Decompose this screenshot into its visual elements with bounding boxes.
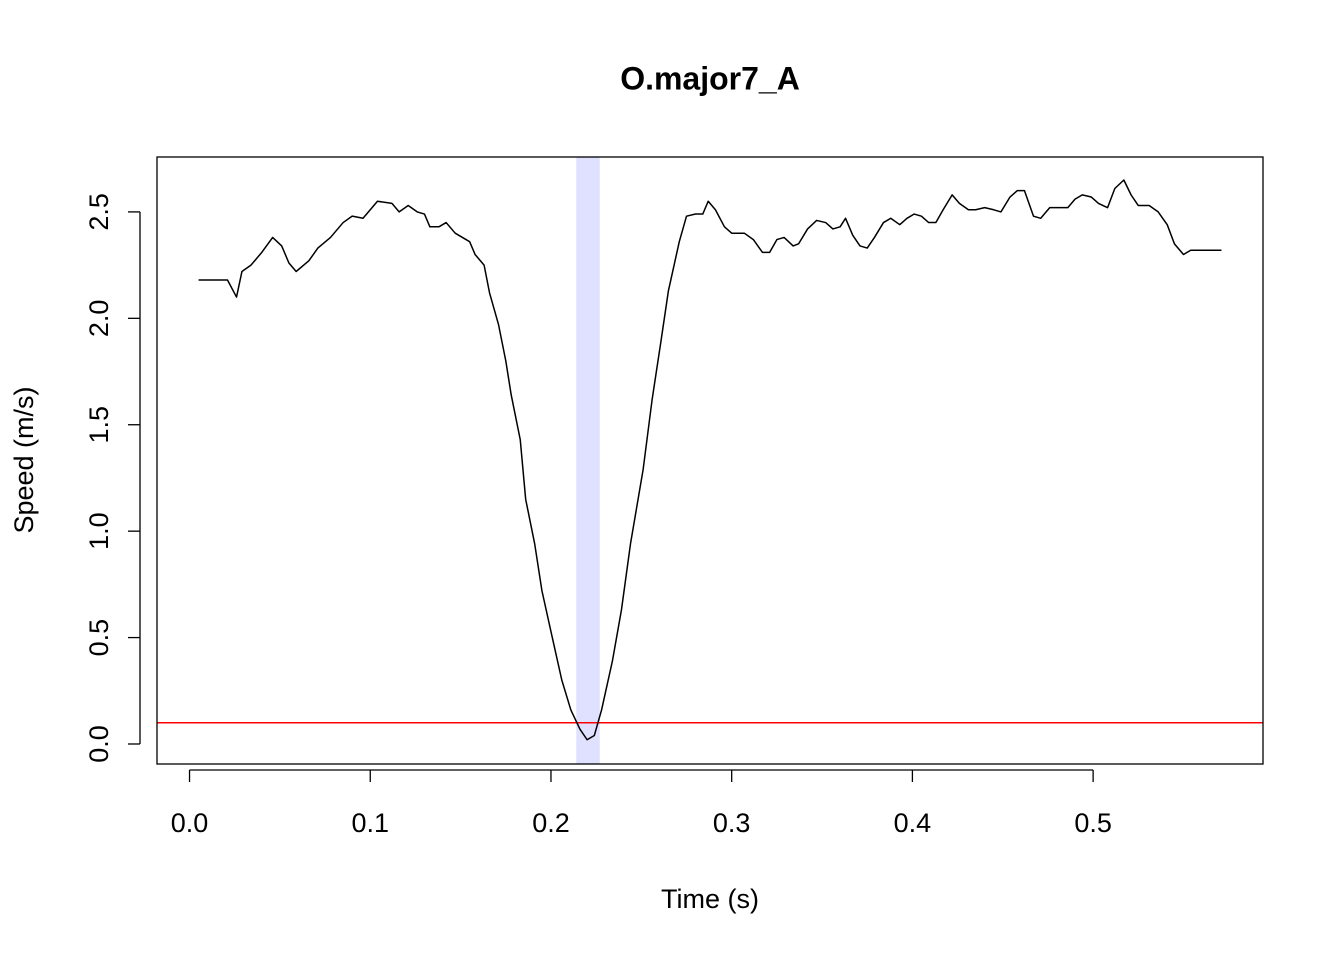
highlight-band xyxy=(576,157,600,764)
y-tick-label: 0.0 xyxy=(84,725,114,763)
plot-frame xyxy=(156,156,1264,765)
x-tick-label: 0.3 xyxy=(713,808,751,838)
x-tick-label: 0.4 xyxy=(894,808,932,838)
y-tick-label: 1.5 xyxy=(84,406,114,444)
y-tick-label: 2.0 xyxy=(84,300,114,338)
y-tick-label: 0.5 xyxy=(84,619,114,657)
chart-title: O.major7_A xyxy=(620,60,800,96)
data-line xyxy=(198,179,1222,741)
x-tick-label: 0.1 xyxy=(351,808,389,838)
y-tick-label: 2.5 xyxy=(84,193,114,231)
y-tick-label: 1.0 xyxy=(84,512,114,550)
x-tick-label: 0.0 xyxy=(171,808,209,838)
x-tick-label: 0.5 xyxy=(1074,808,1112,838)
x-tick-label: 0.2 xyxy=(532,808,570,838)
y-axis-label: Speed (m/s) xyxy=(9,386,39,533)
x-axis-label: Time (s) xyxy=(661,884,759,914)
